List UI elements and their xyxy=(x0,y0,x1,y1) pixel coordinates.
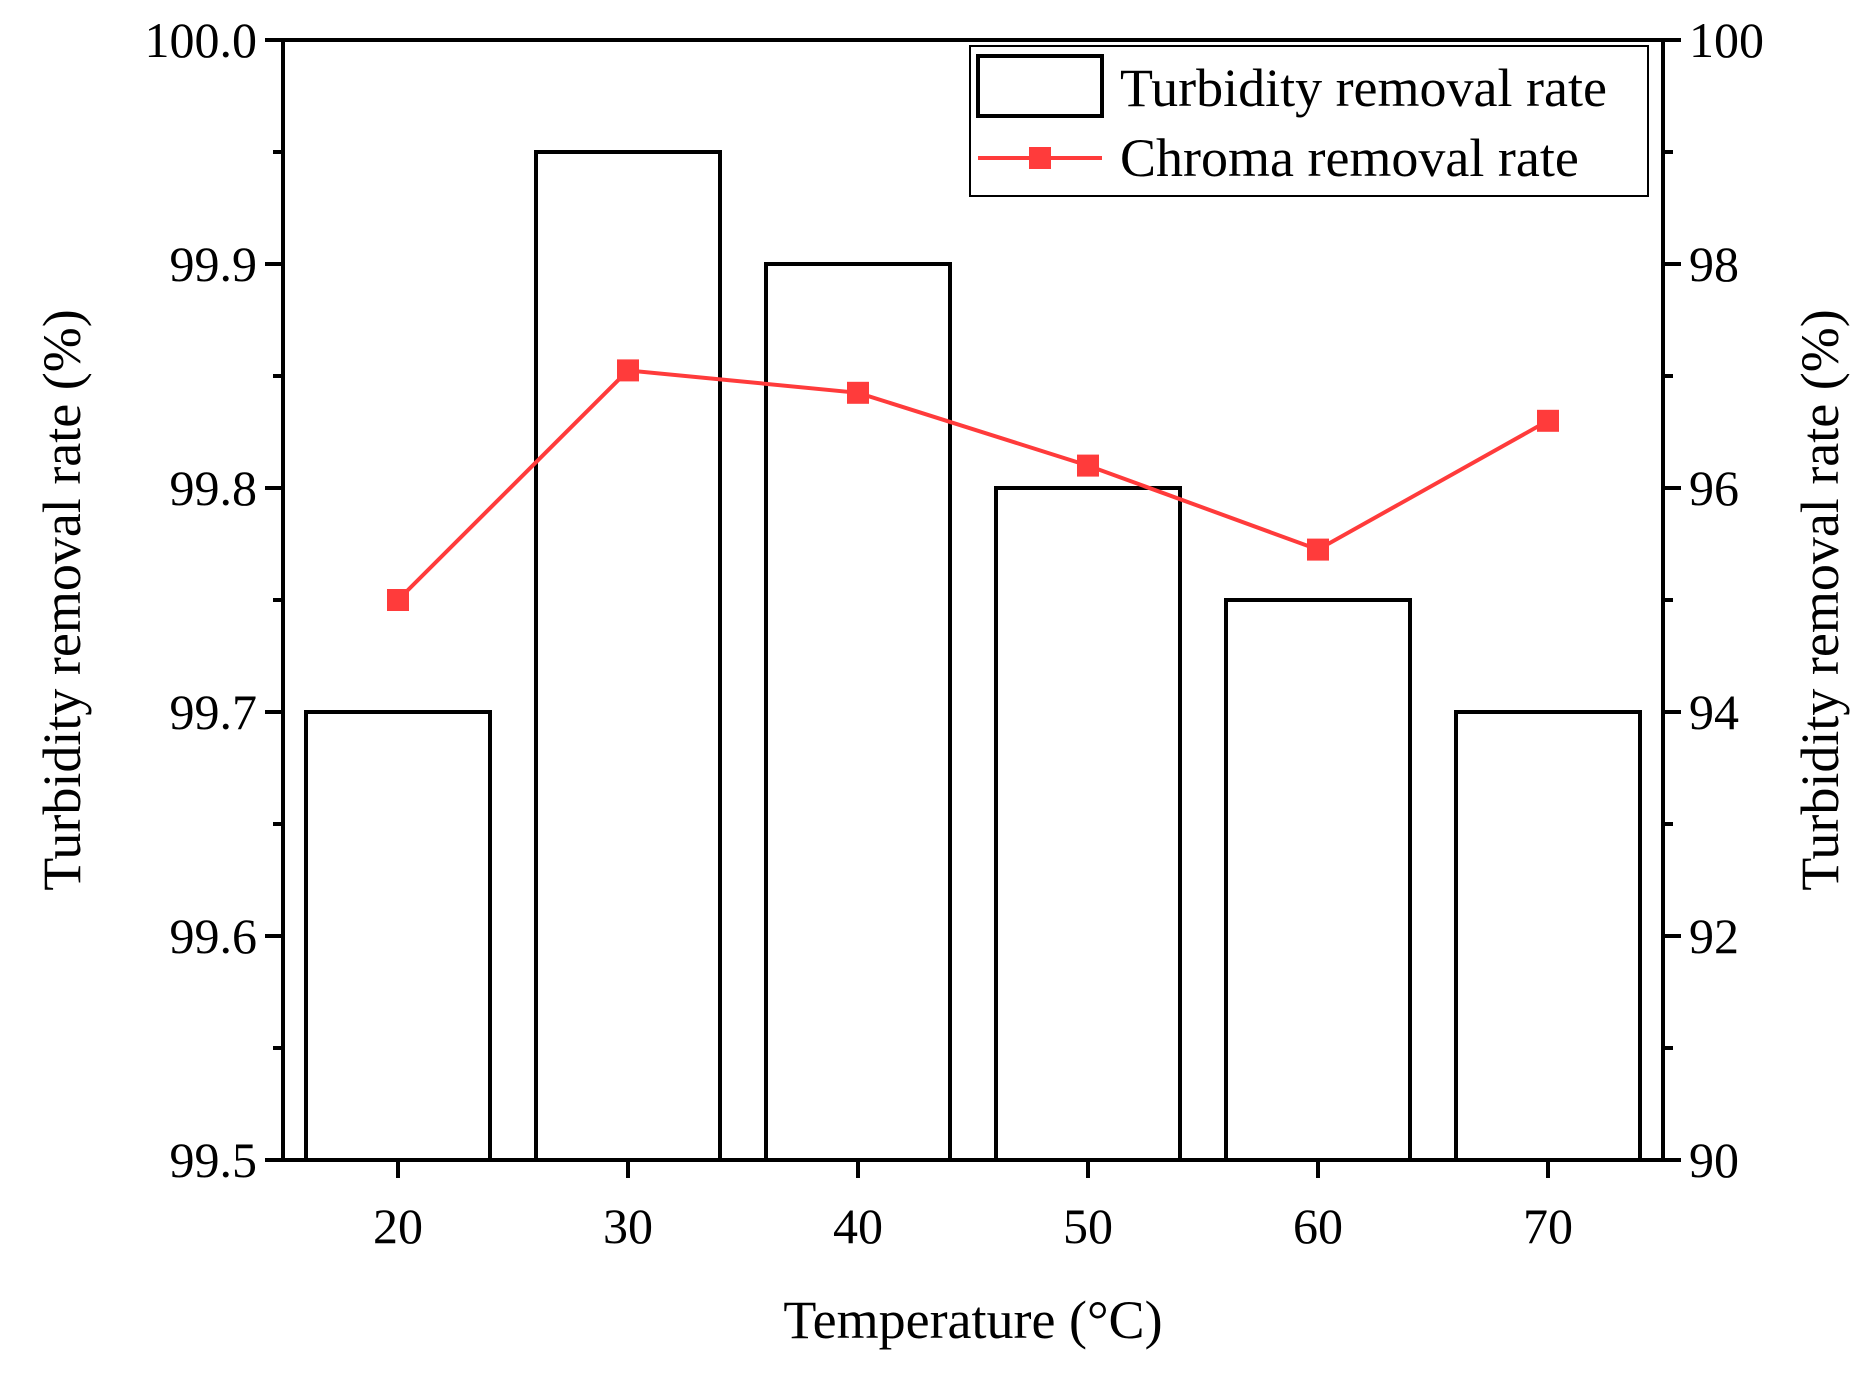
bar-turbidity-20 xyxy=(304,710,492,1162)
y-left-tick-label: 99.9 xyxy=(170,236,258,292)
y-axis-left-title: Turbidity removal rate (%) xyxy=(32,309,92,890)
y-right-tick-label: 92 xyxy=(1689,908,1739,964)
y-left-tick-label: 100.0 xyxy=(145,12,258,68)
y-left-tick-label: 99.5 xyxy=(170,1132,258,1188)
chroma-point-50 xyxy=(1077,454,1099,477)
bar-turbidity-60 xyxy=(1224,598,1412,1162)
y-right-tick-label: 100 xyxy=(1689,12,1764,68)
chroma-line-layer xyxy=(387,359,1559,611)
bars-layer xyxy=(304,150,1642,1162)
y-right-tick-label: 98 xyxy=(1689,236,1739,292)
bar-turbidity-30 xyxy=(534,150,722,1162)
bar-turbidity-70 xyxy=(1454,710,1642,1162)
x-tick-label-70: 70 xyxy=(1523,1198,1573,1254)
x-tick-label-20: 20 xyxy=(373,1198,423,1254)
y-right-tick-label: 90 xyxy=(1689,1132,1739,1188)
y-right-tick-label: 94 xyxy=(1689,684,1739,740)
legend: Turbidity removal rate Chroma removal ra… xyxy=(969,45,1649,197)
y-left-tick-label: 99.8 xyxy=(170,460,258,516)
chroma-point-30 xyxy=(617,359,639,382)
chroma-line xyxy=(396,368,1549,602)
y-axis-right-title: Turbidity removal rate (%) xyxy=(1790,309,1850,890)
y-right-tick-label: 96 xyxy=(1689,460,1739,516)
ticks-layer: 20 30 40 50 60 70 99.5 99.6 99.7 99.8 99.9 100.0 90 9… xyxy=(145,12,1765,1254)
legend-label-turbidity: Turbidity removal rate xyxy=(1120,58,1607,118)
x-tick-label-30: 30 xyxy=(603,1198,653,1254)
y-left-tick-label: 99.7 xyxy=(170,684,258,740)
chroma-point-20 xyxy=(387,589,409,611)
legend-swatch-turbidity xyxy=(976,54,1104,118)
legend-label-chroma: Chroma removal rate xyxy=(1120,128,1579,188)
y-left-tick-label: 99.6 xyxy=(170,908,258,964)
x-tick-label-50: 50 xyxy=(1063,1198,1113,1254)
chroma-point-40 xyxy=(847,381,869,404)
chroma-point-60 xyxy=(1307,538,1329,561)
x-tick-label-40: 40 xyxy=(833,1198,883,1254)
bar-turbidity-50 xyxy=(994,486,1182,1162)
x-tick-label-60: 60 xyxy=(1293,1198,1343,1254)
chroma-point-70 xyxy=(1537,409,1559,432)
legend-swatch-chroma-marker xyxy=(1029,147,1051,169)
x-axis-title: Temperature (°C) xyxy=(783,1290,1162,1350)
